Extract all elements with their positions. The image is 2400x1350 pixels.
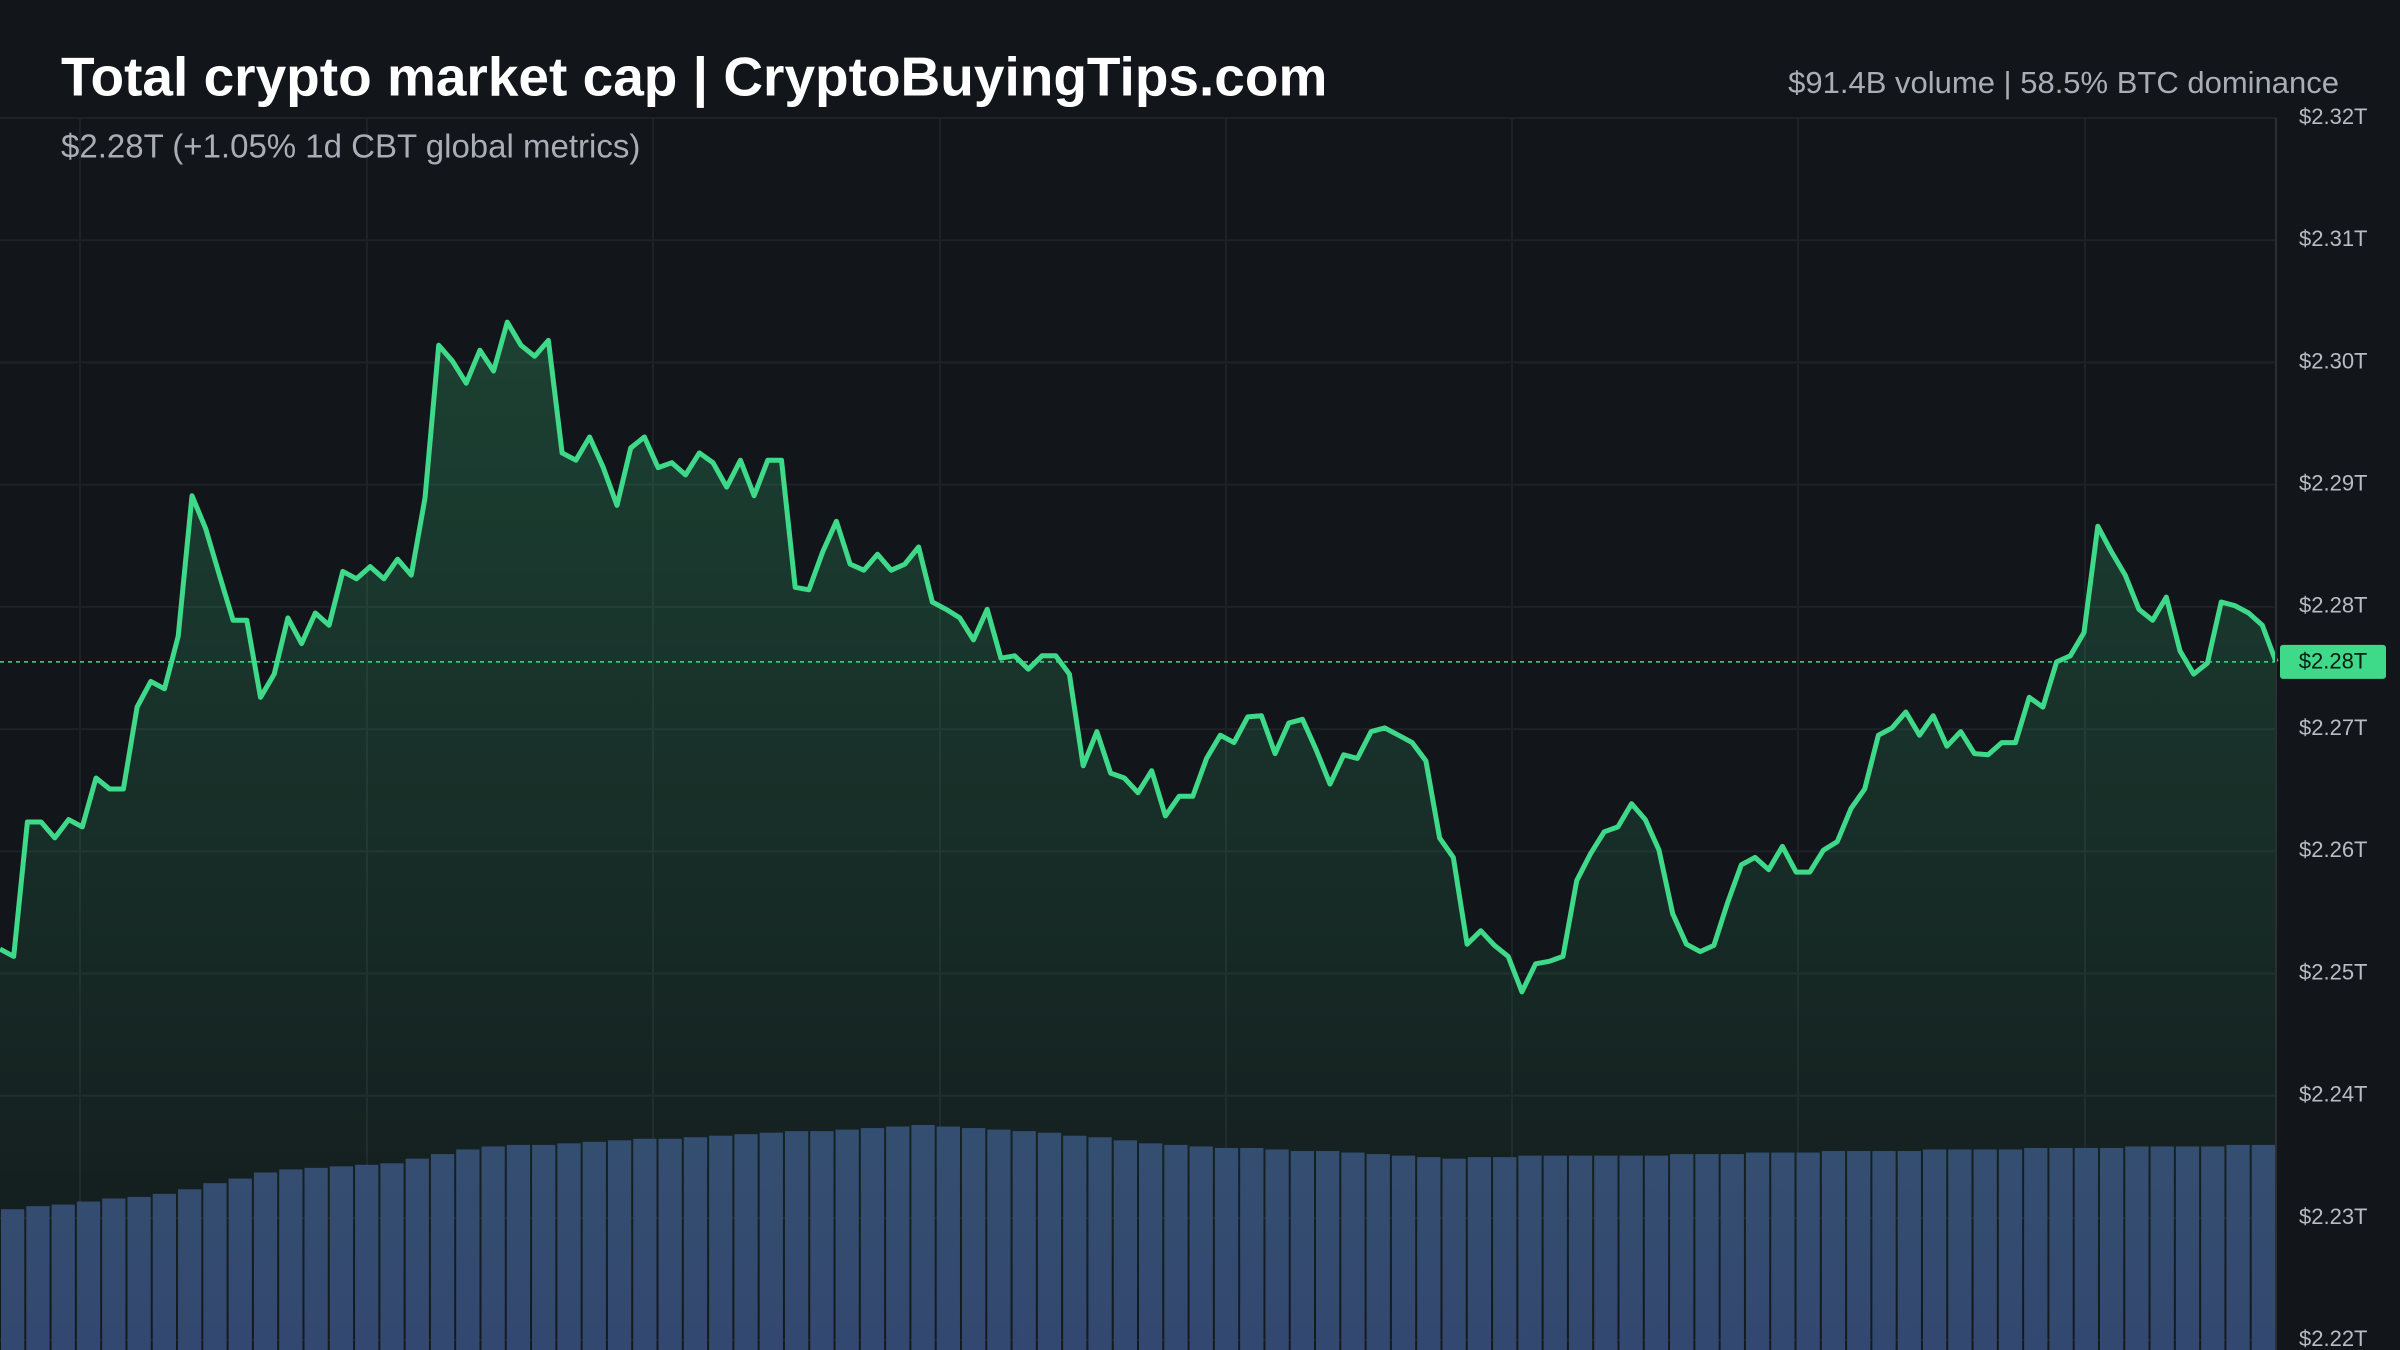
- y-tick-label: $2.22T: [2299, 1326, 2368, 1350]
- y-tick-label: $2.30T: [2299, 348, 2368, 373]
- y-tick-label: $2.25T: [2299, 959, 2368, 984]
- y-tick-label: $2.31T: [2299, 226, 2368, 251]
- y-tick-label: $2.24T: [2299, 1082, 2368, 1107]
- y-tick-label: $2.26T: [2299, 837, 2368, 862]
- area-fill: [0, 322, 2276, 1350]
- y-tick-label: $2.28T: [2299, 593, 2368, 618]
- y-tick-label: $2.27T: [2299, 715, 2368, 740]
- last-value-label: $2.28T: [2299, 649, 2368, 674]
- last-value-badge: [2280, 644, 2386, 679]
- y-tick-label: $2.29T: [2299, 470, 2368, 495]
- price-line: [0, 319, 2279, 995]
- chart-subtitle: $2.28T (+1.05% 1d CBT global metrics): [61, 128, 640, 165]
- y-tick-label: $2.23T: [2299, 1204, 2368, 1229]
- header-band: [0, 0, 2400, 116]
- header-stats: $91.4B volume | 58.5% BTC dominance: [1788, 65, 2339, 100]
- chart-title: Total crypto market cap | CryptoBuyingTi…: [61, 46, 1327, 109]
- y-tick-label: $2.32T: [2299, 104, 2368, 129]
